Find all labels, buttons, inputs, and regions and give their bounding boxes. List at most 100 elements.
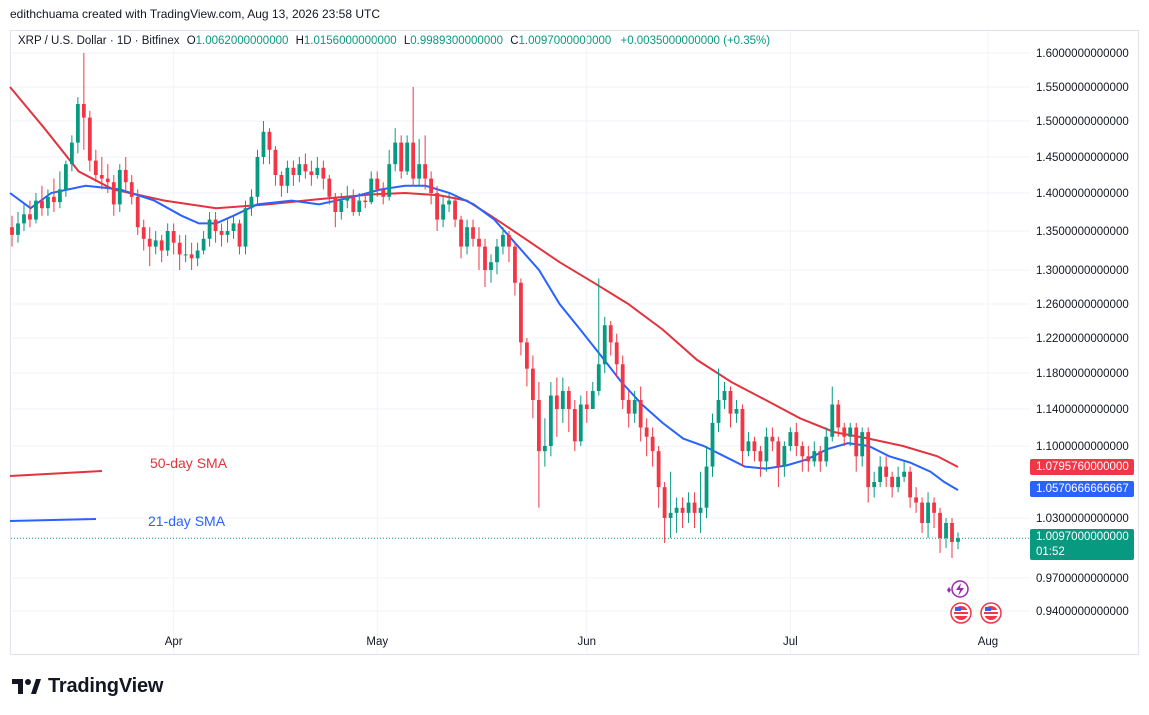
candle xyxy=(405,135,410,175)
candle-body xyxy=(902,471,907,477)
candle xyxy=(716,368,721,433)
tradingview-logo[interactable]: TradingView xyxy=(12,674,163,698)
candle-body xyxy=(824,436,829,462)
candle xyxy=(608,321,613,356)
price-tick-label: 1.0300000000000 xyxy=(1036,513,1129,525)
candle xyxy=(117,164,122,212)
candle-body xyxy=(896,476,901,488)
candle-body xyxy=(710,422,715,467)
candle-body xyxy=(704,466,709,508)
time-tick-label: May xyxy=(366,636,388,648)
candle xyxy=(854,422,859,472)
candle xyxy=(614,333,619,378)
candle xyxy=(782,441,787,477)
candle-body xyxy=(315,167,320,175)
candle-body xyxy=(201,238,206,251)
candle-body xyxy=(129,182,134,197)
candle xyxy=(219,223,224,247)
candle-body xyxy=(255,157,260,197)
candle xyxy=(914,487,918,513)
candle xyxy=(267,128,272,165)
candle-body xyxy=(734,409,739,414)
candle xyxy=(932,497,936,528)
candle xyxy=(926,492,930,538)
candle xyxy=(644,418,649,457)
candle xyxy=(944,518,948,548)
change-value: +0.0035000000000 (+0.35%) xyxy=(620,35,771,47)
candle-body xyxy=(28,214,32,220)
candle xyxy=(902,461,907,482)
candle xyxy=(183,234,188,263)
sma50-label: 50-day SMA xyxy=(150,455,228,471)
candle xyxy=(698,471,703,533)
candle xyxy=(285,160,290,193)
candle-body xyxy=(285,167,290,186)
candle-body xyxy=(87,117,92,161)
candle-body xyxy=(620,364,625,400)
open-value: 1.0062000000000 xyxy=(195,35,289,47)
candle-body xyxy=(399,142,404,172)
ohlc-legend: XRP / U.S. Dollar · 1D · Bitfinex O1.006… xyxy=(18,35,770,47)
candle-body xyxy=(692,502,697,513)
candle xyxy=(848,422,853,446)
candle xyxy=(542,418,547,467)
high-label: H xyxy=(295,35,304,47)
candle-body xyxy=(363,200,368,203)
candle-body xyxy=(578,404,583,442)
time-tick-label: Aug xyxy=(978,636,998,648)
candle-body xyxy=(644,427,649,437)
price-tick-label: 1.2200000000000 xyxy=(1036,333,1129,345)
last-price-value: 1.0097000000000 xyxy=(1036,531,1129,543)
candle-body xyxy=(860,432,865,457)
candle xyxy=(279,171,284,197)
candle xyxy=(441,196,445,228)
candle-body xyxy=(938,512,942,538)
candle-body xyxy=(656,451,661,488)
close-value: 1.0097000000000 xyxy=(518,35,612,47)
candle xyxy=(255,149,260,205)
candle-body xyxy=(878,466,883,482)
candle xyxy=(662,482,667,543)
candle xyxy=(207,212,212,247)
candle xyxy=(704,446,709,518)
candle xyxy=(309,160,314,186)
candle xyxy=(513,242,517,296)
chart-frame[interactable] xyxy=(10,30,1139,655)
candle-body xyxy=(806,456,811,462)
candle-body xyxy=(812,451,817,462)
candle-body xyxy=(836,404,841,428)
candle-body xyxy=(830,404,835,437)
candle xyxy=(153,231,158,255)
price-tick-label: 1.1400000000000 xyxy=(1036,404,1129,416)
candle-body xyxy=(764,436,769,462)
candle-body xyxy=(63,164,68,190)
tradingview-logo-icon xyxy=(12,679,41,694)
candle xyxy=(22,204,26,231)
candle-body xyxy=(46,196,50,209)
candle-body xyxy=(519,282,523,343)
candle-body xyxy=(213,219,218,231)
candle xyxy=(423,135,428,190)
candle-body xyxy=(171,231,176,243)
candle-body xyxy=(333,196,338,212)
symbol-label[interactable]: XRP / U.S. Dollar · 1D · Bitfinex xyxy=(18,35,180,47)
tradingview-logo-text: TradingView xyxy=(48,674,164,697)
candle xyxy=(99,157,104,190)
candle-body xyxy=(614,342,619,365)
time-tick-label: Jul xyxy=(783,636,798,648)
candle-body xyxy=(908,471,913,498)
candle xyxy=(369,171,374,205)
low-value: 0.9989300000000 xyxy=(410,35,504,47)
low-label: L xyxy=(403,35,411,47)
candle-body xyxy=(926,502,930,523)
candle xyxy=(459,215,463,259)
candle xyxy=(758,446,763,477)
price-tick-label: 0.9400000000000 xyxy=(1036,606,1129,618)
price-tick-label: 1.4000000000000 xyxy=(1036,188,1129,200)
candle-body xyxy=(237,223,242,247)
candle-body xyxy=(345,196,350,201)
candle xyxy=(201,231,206,255)
candle-body xyxy=(225,231,230,235)
candle-body xyxy=(405,142,410,172)
